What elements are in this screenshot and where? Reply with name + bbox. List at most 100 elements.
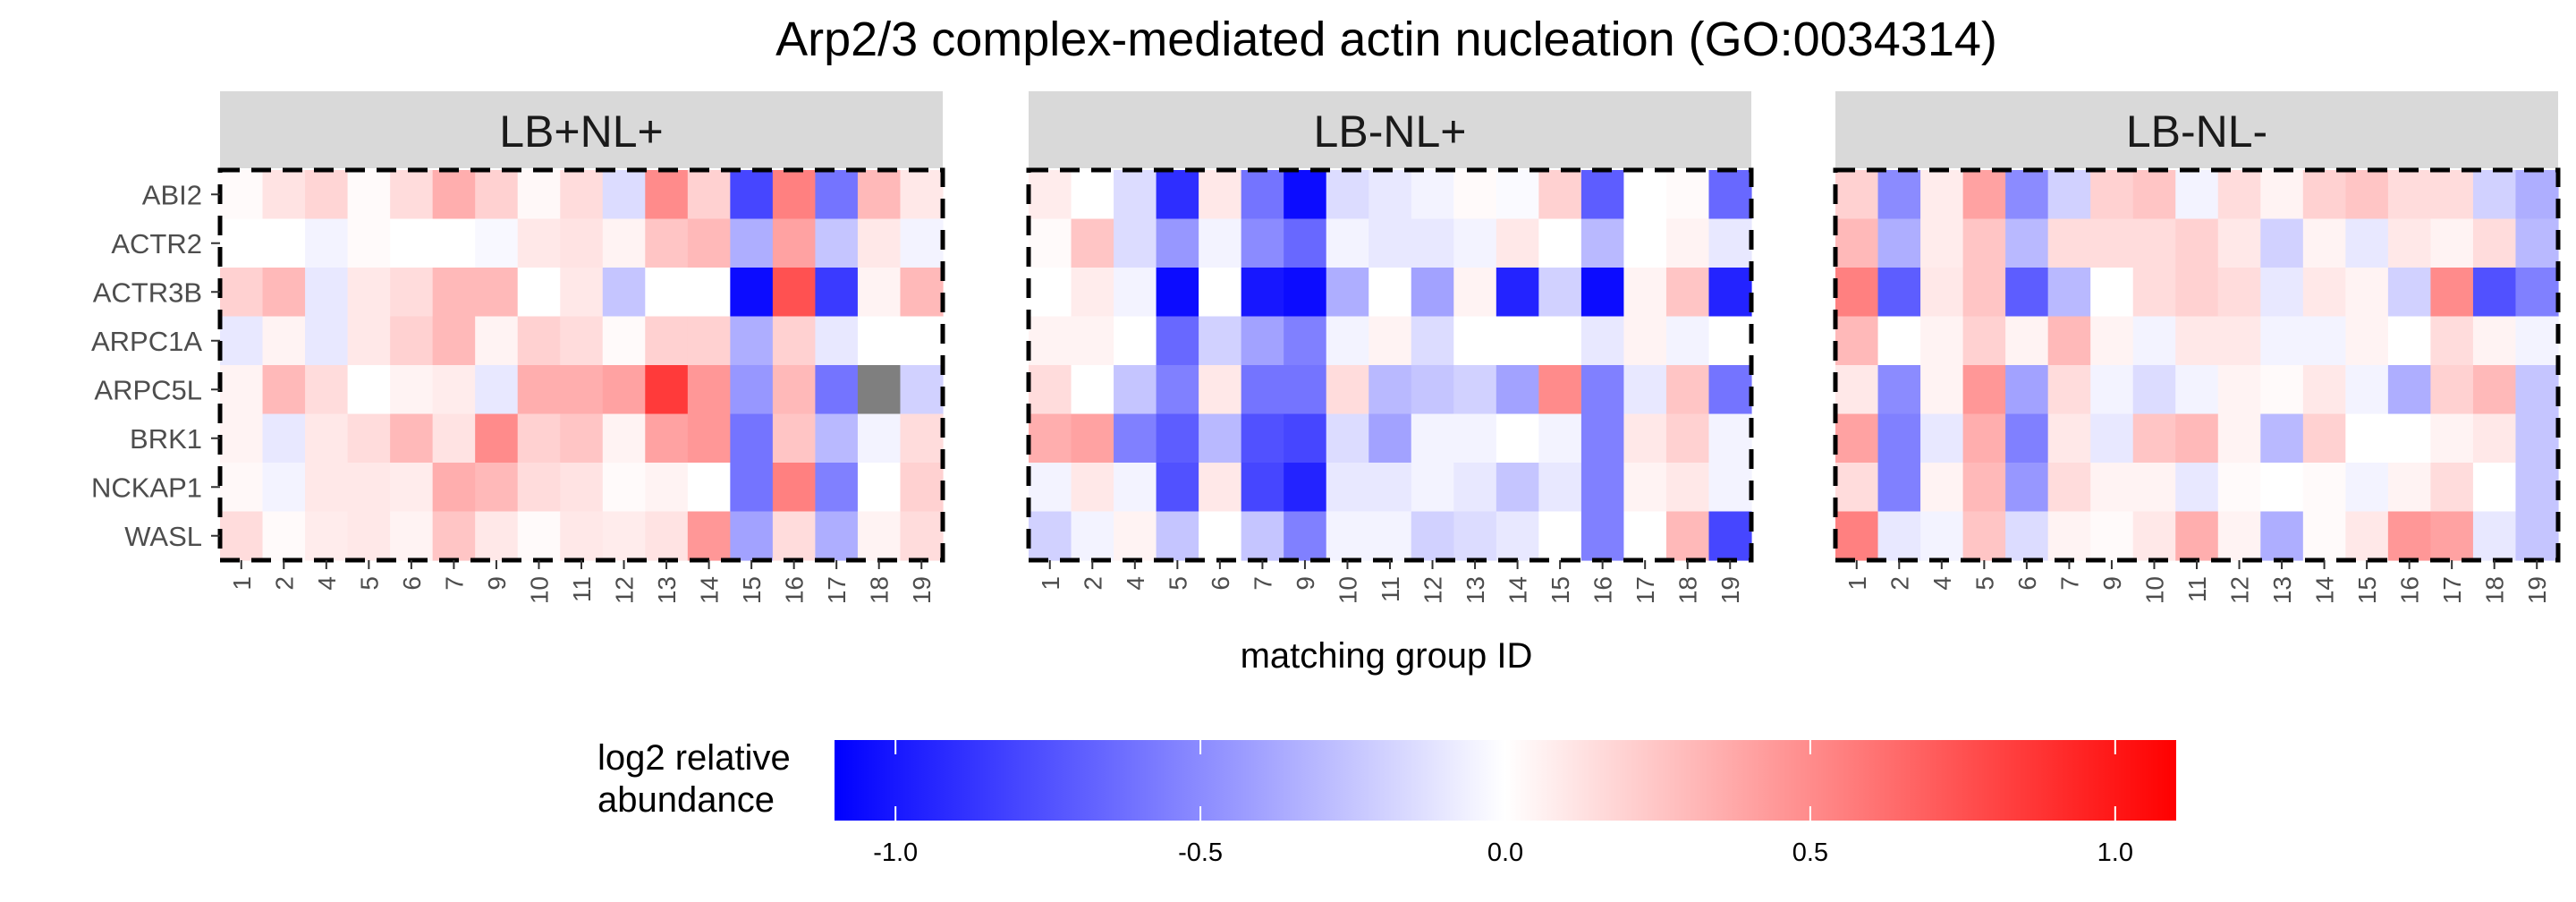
x-tick-label: 17 — [2438, 576, 2466, 604]
heatmap-cell — [1326, 365, 1369, 415]
legend-tick-label: -1.0 — [873, 838, 918, 867]
heatmap-cell — [1962, 316, 2006, 366]
heatmap-cell — [305, 268, 349, 318]
heatmap-cell — [1368, 463, 1412, 513]
heatmap-cell — [2345, 268, 2389, 318]
heatmap-cell — [1665, 365, 1710, 415]
heatmap-cell — [1284, 463, 1327, 513]
heatmap-cell — [390, 413, 434, 464]
heatmap-cell — [2005, 413, 2049, 464]
heatmap-cell — [1665, 511, 1710, 561]
heatmap-cell — [390, 463, 434, 513]
heatmap-cell — [220, 316, 264, 366]
heatmap-cell — [560, 218, 604, 268]
heatmap-cell — [1623, 170, 1667, 220]
heatmap-cell — [1071, 365, 1114, 415]
heatmap-cell — [730, 170, 774, 220]
heatmap-cell — [2175, 218, 2219, 268]
heatmap-cell — [2515, 511, 2559, 561]
heatmap-cell — [2217, 268, 2261, 318]
x-tick-label: 11 — [568, 576, 596, 602]
heatmap-cell — [2260, 365, 2304, 415]
heatmap-cell — [1199, 365, 1242, 415]
heatmap-cell — [1156, 413, 1199, 464]
heatmap-cell — [1368, 316, 1412, 366]
x-tick-label: 9 — [1292, 576, 1319, 591]
heatmap-cell — [347, 413, 391, 464]
heatmap-cell — [1496, 316, 1539, 366]
heatmap-cell — [1835, 413, 1879, 464]
heatmap-cell — [2047, 316, 2091, 366]
heatmap-cell — [2472, 170, 2517, 220]
heatmap-cell — [1071, 170, 1114, 220]
heatmap-cell — [1962, 511, 2006, 561]
heatmap-cell — [2472, 365, 2517, 415]
heatmap-cell — [1241, 268, 1284, 318]
heatmap-cell — [2345, 511, 2389, 561]
heatmap-cell — [2345, 218, 2389, 268]
heatmap-cell — [432, 218, 476, 268]
heatmap-cell — [687, 268, 731, 318]
heatmap-cell — [772, 365, 817, 415]
heatmap-cell — [815, 170, 859, 220]
heatmap-cell — [1029, 511, 1072, 561]
heatmap-cell — [1411, 170, 1454, 220]
heatmap-cell — [220, 365, 264, 415]
heatmap-cell — [2132, 413, 2176, 464]
x-tick-label: 16 — [781, 576, 809, 604]
heatmap-cell — [772, 511, 817, 561]
heatmap-cell — [815, 463, 859, 513]
x-tick-label: 2 — [270, 576, 298, 591]
heatmap-cell — [2260, 316, 2304, 366]
heatmap-cell — [1029, 268, 1072, 318]
heatmap-cell — [262, 413, 306, 464]
heatmap-cell — [1496, 463, 1539, 513]
heatmap-cell — [347, 511, 391, 561]
heatmap-cell — [900, 413, 944, 464]
x-tick-label: 12 — [2226, 576, 2254, 604]
heatmap-cell — [1199, 170, 1242, 220]
heatmap-cell — [305, 365, 349, 415]
heatmap-cell — [2387, 463, 2432, 513]
x-tick-label: 11 — [2183, 576, 2211, 602]
heatmap-cell — [1071, 268, 1114, 318]
heatmap-cell — [475, 463, 519, 513]
x-tick-label: 12 — [1419, 576, 1447, 604]
heatmap-cell — [1877, 463, 1921, 513]
heatmap-cell — [347, 170, 391, 220]
x-tick-label: 4 — [1122, 576, 1149, 591]
heatmap-cell — [2302, 365, 2346, 415]
heatmap-cell — [2345, 463, 2389, 513]
heatmap-cell — [1665, 268, 1710, 318]
heatmap-cell — [1326, 218, 1369, 268]
heatmap-cell — [475, 218, 519, 268]
heatmap-cell — [2132, 511, 2176, 561]
x-tick-label: 12 — [611, 576, 639, 604]
x-tick-label: 17 — [823, 576, 851, 604]
heatmap-cell — [1580, 218, 1625, 268]
heatmap-cell — [602, 268, 646, 318]
heatmap-cell — [1708, 463, 1752, 513]
heatmap-cell — [1877, 170, 1921, 220]
heatmap-cell — [1199, 268, 1242, 318]
heatmap-cell — [1241, 463, 1284, 513]
heatmap-cell — [2217, 463, 2261, 513]
heatmap-cell — [2302, 511, 2346, 561]
heatmap-cell — [602, 511, 646, 561]
heatmap-cell — [1411, 413, 1454, 464]
heatmap-cell — [1580, 268, 1625, 318]
heatmap-cell — [2472, 511, 2517, 561]
heatmap-cell — [2260, 218, 2304, 268]
heatmap-cell — [305, 218, 349, 268]
heatmap-cell — [1453, 268, 1497, 318]
heatmap-cell — [730, 268, 774, 318]
heatmap-cell — [687, 463, 731, 513]
heatmap-cell — [1156, 316, 1199, 366]
heatmap-cell — [2175, 365, 2219, 415]
heatmap-cell — [2047, 365, 2091, 415]
heatmap-cell — [730, 316, 774, 366]
heatmap-cell — [347, 268, 391, 318]
heatmap-cell — [1199, 316, 1242, 366]
heatmap-cell — [517, 268, 561, 318]
facet-strip — [220, 91, 943, 168]
